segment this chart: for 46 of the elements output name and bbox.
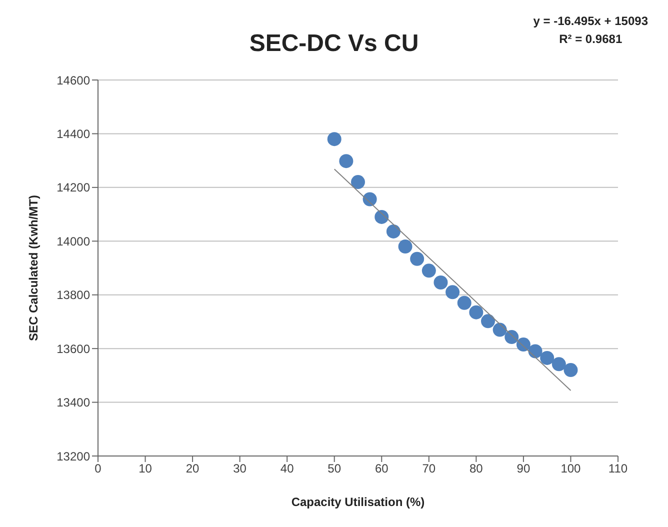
x-tick-label: 60 — [374, 462, 389, 476]
point — [434, 276, 448, 290]
x-tick-label: 40 — [280, 462, 294, 476]
point — [327, 132, 342, 146]
x-tick-label: 0 — [94, 462, 102, 476]
point — [469, 305, 484, 320]
point — [351, 175, 365, 190]
point — [398, 240, 412, 254]
point — [422, 264, 436, 278]
x-axis-title: Capacity Utilisation (%) — [291, 495, 425, 509]
point — [528, 344, 542, 358]
point — [564, 363, 578, 378]
point — [492, 322, 507, 337]
y-tick-label: 14400 — [56, 126, 90, 141]
x-tick-label: 70 — [422, 462, 436, 476]
point — [552, 357, 566, 372]
text: R² = 0.9681 — [558, 31, 624, 48]
y-tick-label: 13600 — [56, 342, 90, 356]
point — [410, 252, 424, 266]
y-axis-title: SEC Calculated (Kwh/MT) — [26, 194, 40, 342]
y-tick-label: 13400 — [56, 396, 90, 410]
point — [339, 154, 354, 168]
x-tick-label: 20 — [186, 462, 200, 476]
x-tick-label: 30 — [233, 462, 247, 476]
text: y = -16.495x + 15093 — [533, 13, 648, 30]
x-tick-label: 100 — [560, 462, 582, 476]
point — [362, 192, 377, 206]
point — [386, 224, 400, 238]
x-tick-label: 10 — [138, 462, 152, 476]
x-tick-label: 80 — [470, 462, 484, 476]
chart-title: SEC-DC Vs CU — [249, 30, 419, 57]
y-tick-label: 14600 — [56, 73, 90, 88]
y-tick-label: 13200 — [56, 449, 90, 464]
point — [374, 210, 389, 224]
y-tick-label: 14200 — [56, 180, 90, 195]
x-tick-label: 90 — [516, 462, 530, 476]
point — [457, 296, 472, 310]
point — [516, 338, 530, 352]
y-tick-label: 13800 — [56, 288, 90, 302]
point — [481, 314, 495, 328]
x-tick-label: 110 — [608, 462, 628, 476]
y-tick-label: 14000 — [56, 234, 90, 248]
point — [504, 330, 519, 344]
point — [446, 285, 460, 300]
point — [540, 350, 554, 365]
x-tick-label: 50 — [328, 462, 342, 476]
